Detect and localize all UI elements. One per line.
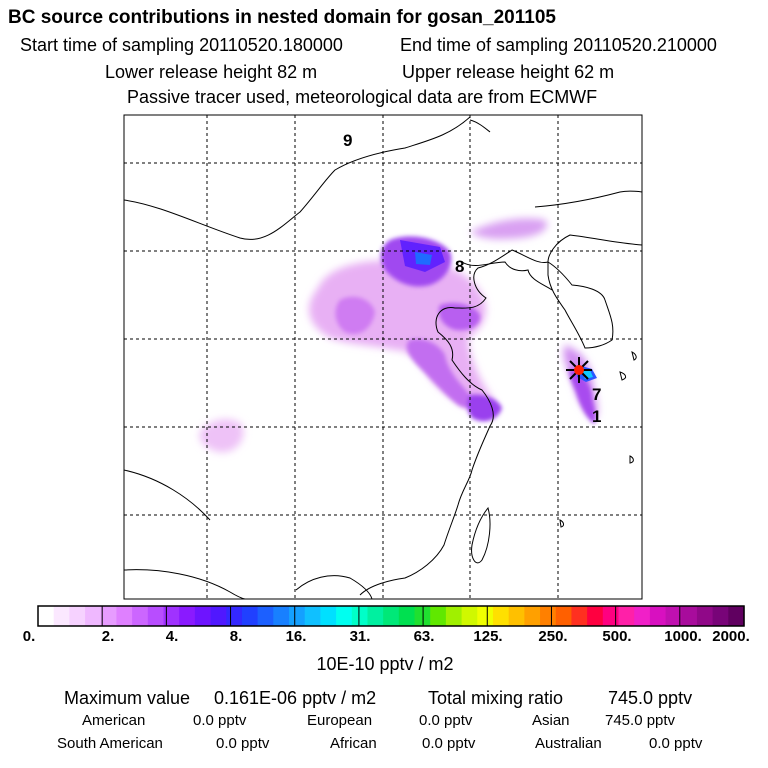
colorbar-cell [226, 606, 243, 626]
colorbar-cell [53, 606, 70, 626]
colorbar-cell [289, 606, 306, 626]
american-value: 0.0 pptv [193, 712, 247, 729]
asian-label: Asian [532, 712, 570, 729]
colorbar-cell [696, 606, 714, 626]
colorbar-cell [618, 606, 635, 626]
asian-value: 745.0 pptv [605, 712, 676, 729]
coastlines [124, 116, 642, 599]
colorbar-cell [367, 606, 384, 626]
graticule [124, 115, 642, 599]
colorbar-label-0: 0. [22, 628, 36, 645]
colorbar-cell [210, 606, 227, 626]
colorbar-cell [492, 606, 510, 626]
european-label: European [307, 712, 373, 729]
colorbar-cell [38, 606, 55, 626]
marker-8: 8 [455, 257, 464, 276]
colorbar-cell [147, 606, 165, 626]
colorbar-cell [116, 606, 133, 626]
colorbar-cell [320, 606, 337, 626]
colorbar-cell [257, 606, 274, 626]
colorbar-label-4: 16. [285, 628, 307, 645]
colorbar-cell [508, 606, 525, 626]
max-value-label: Maximum value [64, 688, 191, 708]
upper-release-label: Upper release height 62 m [402, 62, 615, 82]
colorbar-frame [37, 605, 745, 627]
colorbar-cell [163, 606, 180, 626]
colorbar-label-1: 2. [101, 628, 115, 645]
colorbar-cell [477, 606, 494, 626]
colorbar-cell [273, 606, 290, 626]
colorbar-cell [634, 606, 651, 626]
colorbar-cell [445, 606, 463, 626]
colorbar-cell [383, 606, 400, 626]
colorbar-cell [602, 606, 620, 626]
colorbar-cell [179, 606, 196, 626]
colorbar-cell [649, 606, 667, 626]
total-mixing-value: 745.0 pptv [608, 688, 693, 708]
colorbar-label-2: 4. [165, 628, 179, 645]
colorbar-label-5: 31. [349, 628, 371, 645]
map-frame [123, 114, 643, 600]
colorbar-cell [681, 606, 698, 626]
marker-1: 1 [592, 407, 601, 426]
colorbar-cell [351, 606, 369, 626]
receptor-star-icon [566, 357, 592, 383]
colorbar-label-7: 125. [473, 628, 503, 645]
map-area [124, 115, 642, 599]
colorbar-cell [69, 606, 86, 626]
colorbar-label-6: 63. [413, 628, 435, 645]
colorbar-cell [571, 606, 588, 626]
african-label: African [330, 735, 377, 752]
marker-7: 7 [592, 385, 601, 404]
colorbar-cell [336, 606, 353, 626]
european-value: 0.0 pptv [419, 712, 473, 729]
colorbar-cell [665, 606, 682, 626]
colorbar-label-9: 500. [602, 628, 632, 645]
south-american-label: South American [57, 735, 163, 752]
colorbar-cell [85, 606, 102, 626]
colorbar-units: 10E-10 pptv / m2 [316, 654, 454, 674]
american-label: American [82, 712, 146, 729]
max-value: 0.161E-06 pptv / m2 [214, 688, 377, 708]
colorbar-label-3: 8. [229, 628, 243, 645]
tracer-note: Passive tracer used, meteorological data… [127, 87, 598, 107]
australian-value: 0.0 pptv [649, 735, 703, 752]
colorbar [38, 606, 745, 626]
colorbar-cell [194, 606, 212, 626]
lower-release-label: Lower release height 82 m [105, 62, 318, 82]
colorbar-cell [728, 606, 745, 626]
colorbar-cell [461, 606, 478, 626]
colorbar-cell [540, 606, 557, 626]
colorbar-cell [132, 606, 149, 626]
start-time-label: Start time of sampling 20110520.180000 [20, 35, 343, 55]
colorbar-cell [555, 606, 573, 626]
colorbar-label-8: 250. [538, 628, 568, 645]
colorbar-cell [304, 606, 321, 626]
colorbar-cell [712, 606, 729, 626]
colorbar-label-10: 1000. [664, 628, 702, 645]
concentration-field [199, 218, 598, 453]
african-value: 0.0 pptv [422, 735, 476, 752]
colorbar-cell [524, 606, 541, 626]
colorbar-label-11: 2000. [712, 628, 750, 645]
colorbar-cell [398, 606, 416, 626]
plot-title: BC source contributions in nested domain… [8, 7, 556, 28]
marker-9: 9 [343, 131, 352, 150]
end-time-label: End time of sampling 20110520.210000 [400, 35, 717, 55]
total-mixing-label: Total mixing ratio [428, 688, 564, 708]
colorbar-cell [100, 606, 118, 626]
colorbar-cell [430, 606, 447, 626]
colorbar-cell [241, 606, 259, 626]
south-american-value: 0.0 pptv [216, 735, 270, 752]
australian-label: Australian [535, 735, 602, 752]
colorbar-cell [587, 606, 604, 626]
